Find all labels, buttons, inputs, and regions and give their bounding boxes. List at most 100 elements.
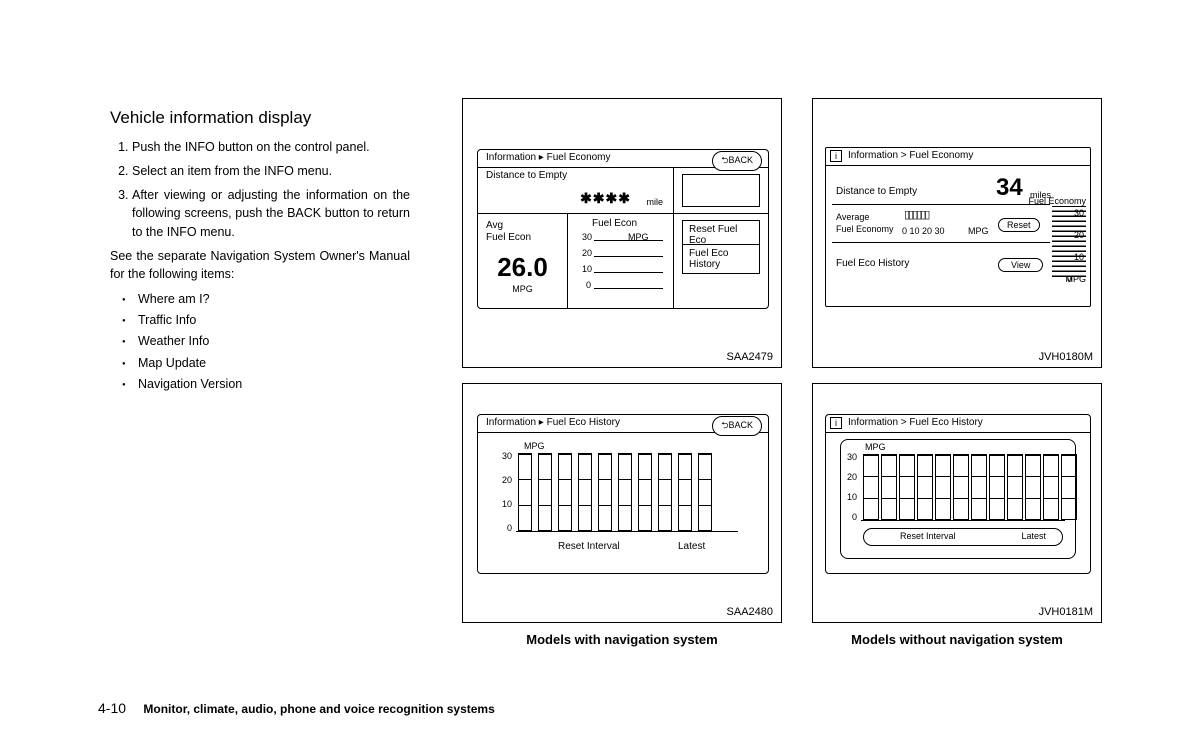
history-bar	[598, 453, 612, 531]
history-bar	[1061, 454, 1077, 520]
y-tick: 20	[502, 475, 512, 485]
history-bar	[678, 453, 692, 531]
avg-unit: MPG	[478, 284, 567, 294]
history-bar	[1043, 454, 1059, 520]
back-button[interactable]: ⮌BACK	[712, 416, 762, 436]
gauge-boxes: ▯▯▯▯▯▯	[904, 208, 928, 221]
figure-saa2479: Information ▸ Fuel Economy ⮌BACK Distanc…	[462, 98, 782, 368]
history-bar	[698, 453, 712, 531]
hist-label: Fuel Eco History	[836, 258, 909, 269]
avg-label1: Average	[836, 212, 869, 222]
screen-fuel-eco-history-nav: Information ▸ Fuel Eco History ⮌BACK MPG…	[477, 414, 769, 574]
history-bar	[638, 453, 652, 531]
caption-left: Models with navigation system	[462, 632, 782, 647]
steps-list: Push the INFO button on the control pane…	[110, 138, 410, 241]
gauge-unit: MPG	[1065, 274, 1086, 284]
y-tick: 10	[502, 499, 512, 509]
dte-value: ✱✱✱✱	[580, 190, 631, 207]
x-axis-pill: Reset Interval Latest	[863, 528, 1063, 546]
breadcrumb: Information > Fuel Eco History	[848, 417, 983, 428]
bullet-item: Where am I?	[122, 289, 410, 310]
gauge-tick: 30	[1074, 208, 1084, 218]
y-tick: 0	[507, 523, 512, 533]
page-footer: 4-10 Monitor, climate, audio, phone and …	[98, 700, 495, 716]
figure-saa2480: Information ▸ Fuel Eco History ⮌BACK MPG…	[462, 383, 782, 623]
chart-unit: MPG	[524, 441, 545, 451]
note-paragraph: See the separate Navigation System Owner…	[110, 247, 410, 283]
mini-chart-label: Fuel Econ	[592, 218, 637, 229]
view-button[interactable]: View	[998, 258, 1043, 272]
history-bar	[658, 453, 672, 531]
history-bar	[935, 454, 951, 520]
chart-tick: 10	[582, 264, 592, 274]
y-tick: 0	[852, 512, 857, 522]
history-bar	[1025, 454, 1041, 520]
dte-label: Distance to Empty	[836, 186, 917, 197]
dte-unit: mile	[646, 197, 663, 207]
blank-panel	[682, 174, 760, 207]
dte-label: Distance to Empty	[486, 170, 567, 181]
avg-label2: Fuel Economy	[836, 224, 894, 234]
breadcrumb: Information > Fuel Economy	[848, 150, 973, 161]
y-tick: 20	[847, 472, 857, 482]
avg-label2: Fuel Econ	[486, 232, 531, 243]
figure-code: JVH0181M	[1039, 606, 1093, 618]
bullet-item: Traffic Info	[122, 310, 410, 331]
y-tick: 10	[847, 492, 857, 502]
y-tick: 30	[847, 452, 857, 462]
screen-fuel-eco-history-nonav: i Information > Fuel Eco History MPG 30 …	[825, 414, 1091, 574]
history-bar	[881, 454, 897, 520]
dte-value: 34	[996, 174, 1023, 202]
reset-button[interactable]: Reset	[998, 218, 1040, 232]
left-text-column: Vehicle information display Push the INF…	[110, 108, 410, 395]
history-bar-chart	[518, 453, 712, 531]
history-bar	[917, 454, 933, 520]
history-bar	[518, 453, 532, 531]
x-right-label: Latest	[678, 541, 705, 552]
gauge-label: Fuel Economy	[1028, 196, 1086, 206]
breadcrumb: Information ▸ Fuel Eco History	[486, 417, 620, 428]
history-bar	[863, 454, 879, 520]
caption-right: Models without navigation system	[812, 632, 1102, 647]
figure-jvh0180m: i Information > Fuel Economy Distance to…	[812, 98, 1102, 368]
bullet-item: Navigation Version	[122, 374, 410, 395]
page-number: 4-10	[98, 700, 126, 716]
chart-panel: MPG 30 20 10 0 Reset Interval Latest	[840, 439, 1076, 559]
x-left-label: Reset Interval	[900, 531, 956, 541]
x-right-label: Latest	[1021, 531, 1046, 541]
fuel-eco-history-button[interactable]: Fuel Eco History	[682, 244, 760, 274]
history-bar	[899, 454, 915, 520]
scale: 0 10 20 30	[902, 226, 945, 236]
x-left-label: Reset Interval	[558, 541, 620, 552]
history-bar	[618, 453, 632, 531]
chart-unit: MPG	[865, 442, 886, 452]
figure-jvh0181m: i Information > Fuel Eco History MPG 30 …	[812, 383, 1102, 623]
scale-unit: MPG	[968, 226, 989, 236]
y-tick: 30	[502, 451, 512, 461]
avg-value: 26.0	[478, 252, 567, 283]
step-2: Select an item from the INFO menu.	[132, 162, 410, 180]
avg-label1: Avg	[486, 220, 503, 231]
breadcrumb: Information ▸ Fuel Economy	[486, 152, 611, 163]
bullet-item: Weather Info	[122, 331, 410, 352]
history-bar	[538, 453, 552, 531]
history-bar-chart	[863, 454, 1077, 520]
screen-fuel-economy-nav: Information ▸ Fuel Economy ⮌BACK Distanc…	[477, 149, 769, 309]
gauge-tick: 10	[1074, 252, 1084, 262]
figure-code: JVH0180M	[1039, 351, 1093, 363]
info-icon: i	[830, 150, 842, 162]
info-icon: i	[830, 417, 842, 429]
chart-tick: 30	[582, 232, 592, 242]
history-bar	[1007, 454, 1023, 520]
history-bar	[989, 454, 1005, 520]
page-title: Vehicle information display	[110, 108, 410, 128]
chart-tick: 0	[586, 280, 591, 290]
step-1: Push the INFO button on the control pane…	[132, 138, 410, 156]
bullet-list: Where am I? Traffic Info Weather Info Ma…	[110, 289, 410, 395]
screen-fuel-economy-nonav: i Information > Fuel Economy Distance to…	[825, 147, 1091, 307]
history-bar	[578, 453, 592, 531]
history-bar	[953, 454, 969, 520]
step-3: After viewing or adjusting the informati…	[132, 186, 410, 240]
figure-code: SAA2480	[727, 606, 773, 618]
history-bar	[971, 454, 987, 520]
